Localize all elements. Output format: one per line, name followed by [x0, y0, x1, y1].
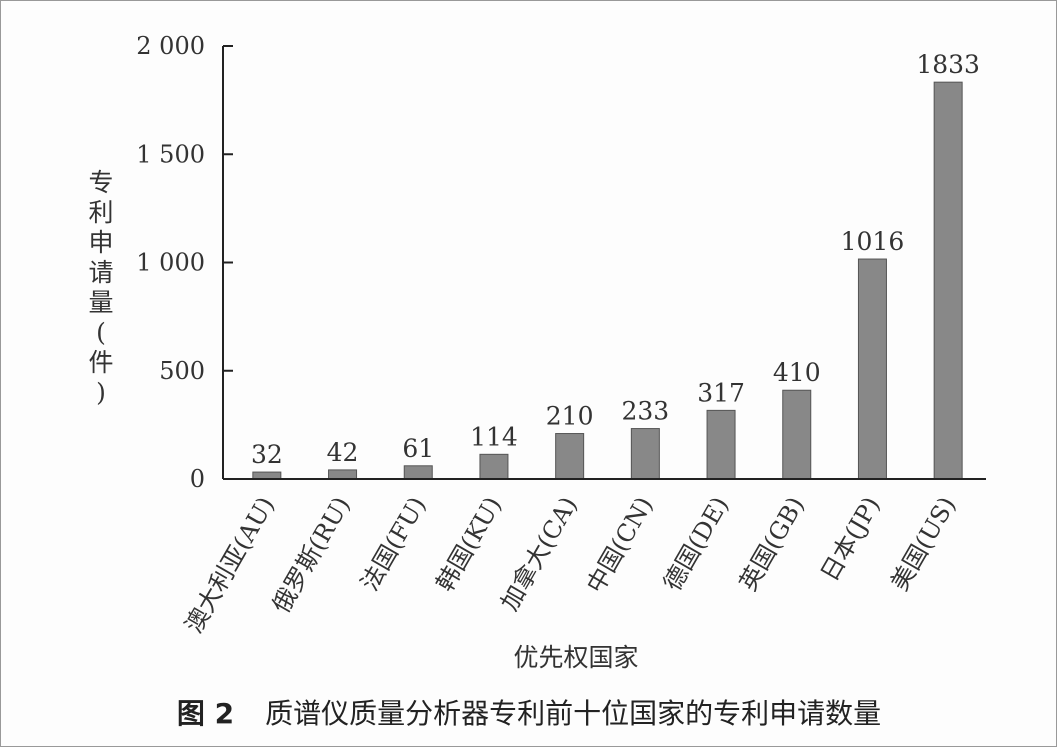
data-label: 42: [327, 438, 359, 467]
y-tick-label: 500: [159, 357, 205, 385]
data-label: 317: [697, 378, 745, 407]
y-tick-label: 2 000: [136, 32, 205, 60]
data-label: 233: [621, 397, 669, 426]
bar: [706, 409, 736, 480]
x-tick-label: 俄罗斯(RU): [267, 492, 356, 618]
x-axis-label: 优先权国家: [513, 643, 638, 672]
data-label: 410: [773, 358, 821, 387]
bar: [403, 465, 433, 480]
x-tick-label: 法国(FU): [355, 492, 431, 596]
y-tick-label: 1 000: [136, 249, 205, 277]
bar: [933, 81, 963, 480]
bar: [555, 433, 585, 480]
bar: [328, 469, 358, 480]
x-tick-label: 加拿大(CA): [495, 492, 582, 615]
x-tick-label: 德国(DE): [658, 492, 734, 596]
bar: [252, 471, 282, 480]
data-label: 1833: [916, 50, 980, 79]
data-label: 1016: [841, 227, 905, 256]
x-tick-label: 日本(JP): [815, 492, 885, 586]
figure-caption: 图 2 质谱仪质量分析器专利前十位国家的专利申请数量: [177, 697, 881, 730]
x-tick-label: 英国(GB): [734, 492, 810, 596]
x-tick-label: 韩国(KU): [431, 492, 507, 596]
bar: [479, 453, 509, 480]
bar: [630, 428, 660, 480]
x-tick-label: 澳大利亚(AU): [180, 492, 280, 638]
data-label: 61: [402, 434, 434, 463]
y-axis-label: 专利申请量(件): [88, 168, 113, 407]
figure-title: 质谱仪质量分析器专利前十位国家的专利申请数量: [265, 697, 881, 730]
data-label: 210: [546, 402, 594, 431]
x-tick-label: 美国(US): [885, 492, 961, 596]
figure-number: 图 2: [177, 697, 234, 730]
data-label: 32: [251, 440, 283, 469]
bar: [857, 258, 887, 480]
y-tick-label: 0: [190, 465, 205, 493]
bar: [782, 389, 812, 480]
y-tick-label: 1 500: [136, 140, 205, 168]
data-label: 114: [470, 422, 518, 451]
x-tick-label: 中国(CN): [581, 492, 658, 598]
